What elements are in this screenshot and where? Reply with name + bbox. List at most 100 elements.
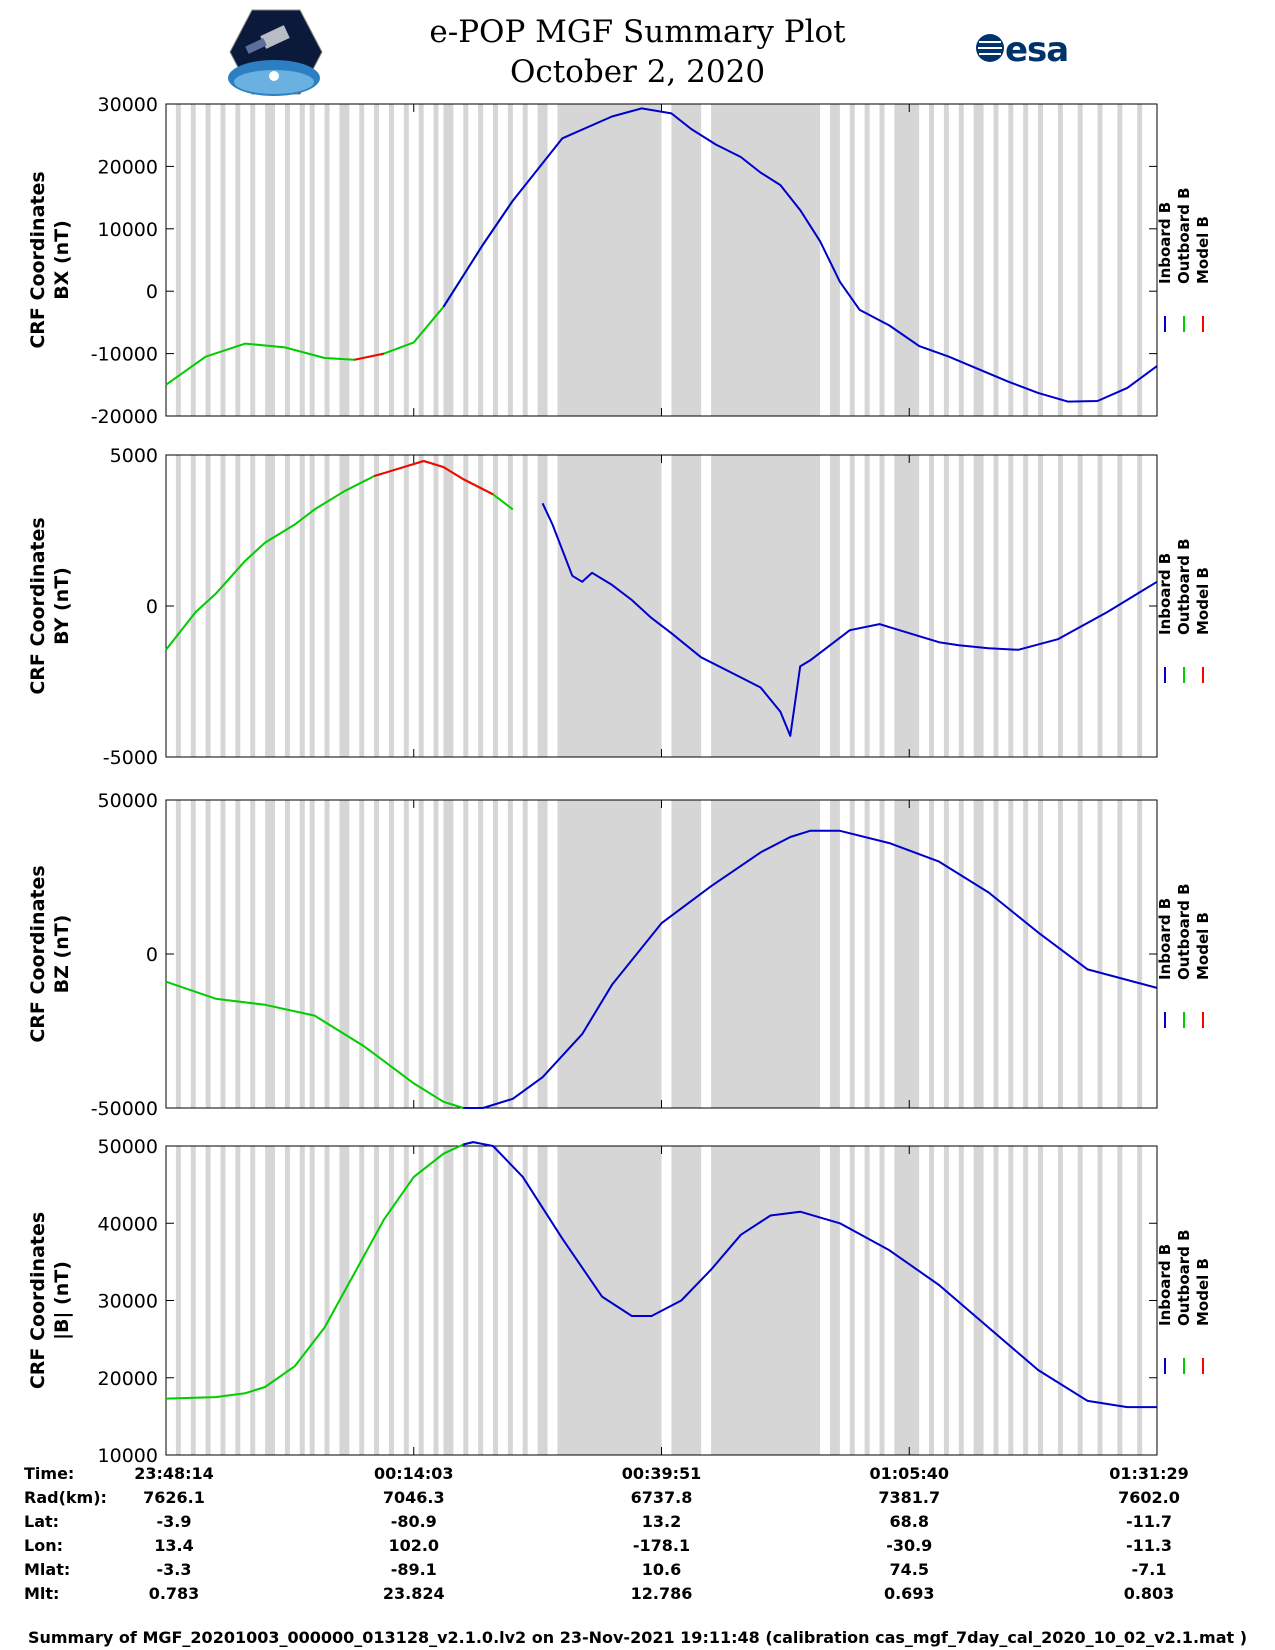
y-tick-label: 10000 — [98, 219, 158, 241]
info-cell: -3.3 — [156, 1560, 192, 1579]
info-cell: 0.783 — [148, 1584, 200, 1603]
shaded-span — [284, 1146, 290, 1455]
shaded-span — [879, 1146, 885, 1455]
shaded-span — [220, 104, 226, 416]
shaded-span — [849, 1146, 855, 1455]
info-row-label: Rad(km): — [24, 1488, 107, 1507]
shaded-span — [339, 800, 350, 1108]
series-outboard-b — [165, 460, 514, 651]
shaded-span — [220, 455, 226, 757]
legend-label: Inboard B — [1156, 898, 1174, 980]
shaded-span — [1057, 104, 1063, 416]
shaded-span — [374, 104, 380, 416]
shaded-span — [265, 455, 276, 757]
shaded-span — [324, 455, 330, 757]
shaded-span — [671, 800, 702, 1108]
shaded-span — [557, 800, 662, 1108]
shaded-span — [463, 104, 469, 416]
shaded-span — [265, 800, 276, 1108]
shaded-span — [943, 455, 949, 757]
shaded-span — [309, 455, 315, 757]
shaded-span — [478, 800, 484, 1108]
info-row: Lat: -3.9 -80.9 13.2 68.8 -11.7 — [0, 1512, 1275, 1536]
shaded-span — [522, 455, 528, 757]
shaded-span — [478, 455, 484, 757]
shaded-span — [388, 104, 394, 416]
shaded-span — [973, 104, 984, 416]
y-tick-label: 40000 — [98, 1213, 158, 1235]
shaded-span — [929, 455, 935, 757]
legend-label: Model B — [1194, 1258, 1212, 1326]
shaded-span — [829, 800, 840, 1108]
info-cell: 00:14:03 — [373, 1464, 454, 1483]
shaded-span — [1077, 104, 1083, 416]
shaded-span — [374, 1146, 380, 1455]
shaded-span — [943, 104, 949, 416]
series-model-b — [373, 460, 494, 496]
shaded-span — [829, 104, 840, 416]
shaded-span — [205, 104, 211, 416]
shaded-span — [359, 1146, 365, 1455]
info-cell: 01:31:29 — [1109, 1464, 1189, 1483]
shaded-span — [894, 104, 920, 416]
legend-label: Outboard B — [1175, 187, 1193, 284]
shaded-span — [299, 1146, 305, 1455]
shaded-span — [250, 455, 256, 757]
y-tick-label: 50000 — [98, 1136, 158, 1158]
shaded-span — [829, 1146, 840, 1455]
y-tick-label: 30000 — [98, 94, 158, 116]
series-outboard-b — [165, 980, 464, 1109]
shaded-span — [943, 1146, 949, 1455]
info-cell: 6737.8 — [630, 1488, 693, 1507]
shaded-span — [1137, 455, 1143, 757]
info-row: Time: 23:48:14 00:14:03 00:39:51 01:05:40 01:… — [0, 1464, 1275, 1488]
shaded-span — [993, 800, 999, 1108]
shaded-span — [1077, 800, 1083, 1108]
shaded-span — [1097, 104, 1103, 416]
shaded-span — [299, 455, 305, 757]
shaded-span — [443, 104, 454, 416]
shaded-span — [1097, 1146, 1103, 1455]
shaded-span — [1023, 800, 1029, 1108]
legend-label: Model B — [1194, 216, 1212, 284]
shaded-span — [864, 104, 870, 416]
shaded-span — [205, 800, 211, 1108]
shaded-span — [958, 800, 964, 1108]
shaded-span — [463, 800, 469, 1108]
shaded-span — [388, 455, 394, 757]
plot-title: e-POP MGF Summary Plot — [429, 14, 846, 50]
shaded-span — [993, 104, 999, 416]
info-row-label: Mlat: — [24, 1560, 71, 1579]
shaded-span — [1077, 455, 1083, 757]
plot-date: October 2, 2020 — [509, 54, 766, 90]
shaded-span — [879, 104, 885, 416]
shaded-span — [973, 1146, 984, 1455]
shaded-span — [958, 104, 964, 416]
shaded-span — [958, 455, 964, 757]
shaded-span — [711, 455, 821, 757]
info-row: Mlt: 0.783 23.824 12.786 0.693 0.803 — [0, 1584, 1275, 1608]
shaded-span — [1057, 1146, 1063, 1455]
info-row-label: Lon: — [24, 1536, 63, 1555]
shaded-span — [443, 1146, 454, 1455]
info-cell: 23:48:14 — [134, 1464, 214, 1483]
shaded-span — [235, 455, 241, 757]
info-cell: 7602.0 — [1118, 1488, 1180, 1507]
shaded-span — [175, 104, 181, 416]
info-cell: 13.2 — [641, 1512, 682, 1531]
y-tick-label: 50000 — [98, 790, 158, 812]
shaded-span — [284, 104, 290, 416]
shaded-span — [235, 800, 241, 1108]
y-tick-label: -10000 — [91, 344, 158, 366]
shaded-span — [463, 1146, 469, 1455]
shaded-span — [235, 104, 241, 416]
info-row-label: Time: — [24, 1464, 75, 1483]
shaded-span — [309, 1146, 315, 1455]
shaded-span — [265, 104, 276, 416]
shaded-span — [388, 800, 394, 1108]
info-row: Lon: 13.4 102.0 -178.1 -30.9 -11.3 — [0, 1536, 1275, 1560]
shaded-span — [478, 1146, 484, 1455]
info-cell: 7626.1 — [143, 1488, 205, 1507]
shaded-span — [1038, 104, 1044, 416]
shaded-span — [359, 455, 365, 757]
